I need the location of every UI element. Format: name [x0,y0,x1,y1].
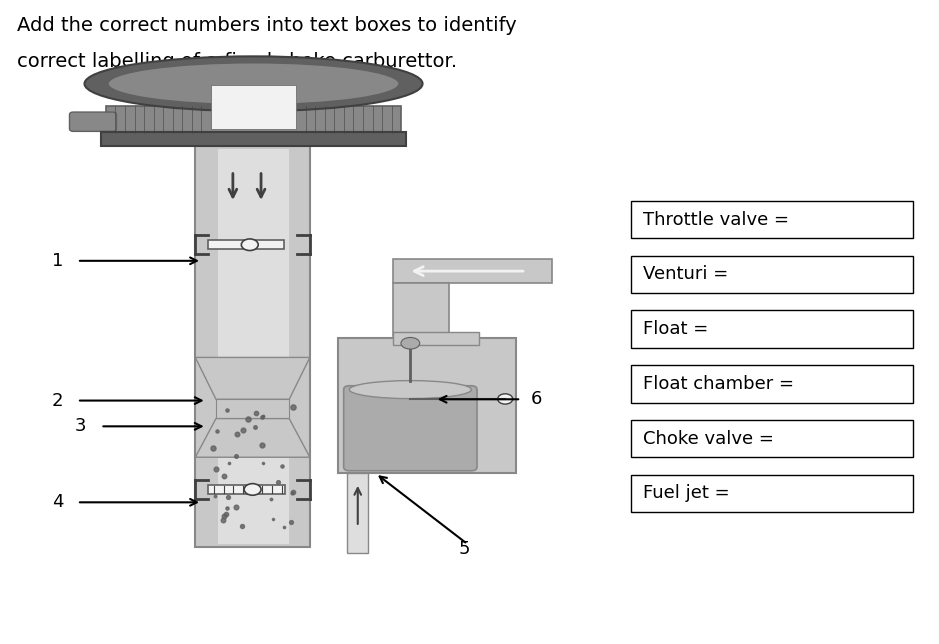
Polygon shape [195,419,310,457]
FancyBboxPatch shape [208,485,285,494]
FancyBboxPatch shape [106,106,401,133]
FancyBboxPatch shape [208,240,284,249]
Text: 5: 5 [458,540,470,558]
FancyBboxPatch shape [631,201,913,238]
FancyBboxPatch shape [211,85,296,129]
Ellipse shape [401,337,420,349]
FancyBboxPatch shape [631,475,913,512]
FancyBboxPatch shape [101,132,406,146]
Text: 3: 3 [75,417,86,435]
Text: Add the correct numbers into text boxes to identify: Add the correct numbers into text boxes … [17,16,516,35]
Polygon shape [195,357,310,399]
FancyBboxPatch shape [631,310,913,348]
Ellipse shape [85,57,423,111]
Text: 2: 2 [52,392,63,410]
FancyBboxPatch shape [69,112,116,131]
Text: Choke valve =: Choke valve = [643,430,774,448]
FancyBboxPatch shape [216,399,289,419]
FancyBboxPatch shape [347,473,368,553]
FancyBboxPatch shape [195,146,310,547]
Text: Float chamber =: Float chamber = [643,375,794,393]
Text: Venturi =: Venturi = [643,265,729,283]
Text: 4: 4 [52,493,63,511]
Text: Fuel jet =: Fuel jet = [643,484,730,502]
FancyBboxPatch shape [393,332,479,345]
FancyBboxPatch shape [393,259,552,283]
FancyBboxPatch shape [631,420,913,457]
Circle shape [498,394,513,404]
Text: Throttle valve =: Throttle valve = [643,211,789,229]
FancyBboxPatch shape [218,149,289,544]
FancyBboxPatch shape [631,256,913,293]
Text: 6: 6 [531,390,542,408]
Circle shape [241,239,258,251]
FancyBboxPatch shape [344,386,477,471]
Ellipse shape [349,381,471,399]
FancyBboxPatch shape [338,338,516,473]
FancyBboxPatch shape [631,365,913,402]
Circle shape [244,484,261,495]
Text: correct labelling of a fixed choke carburettor.: correct labelling of a fixed choke carbu… [17,52,457,71]
FancyBboxPatch shape [393,283,449,336]
Ellipse shape [108,63,399,104]
Text: 1: 1 [52,252,63,270]
Text: Float =: Float = [643,320,708,338]
